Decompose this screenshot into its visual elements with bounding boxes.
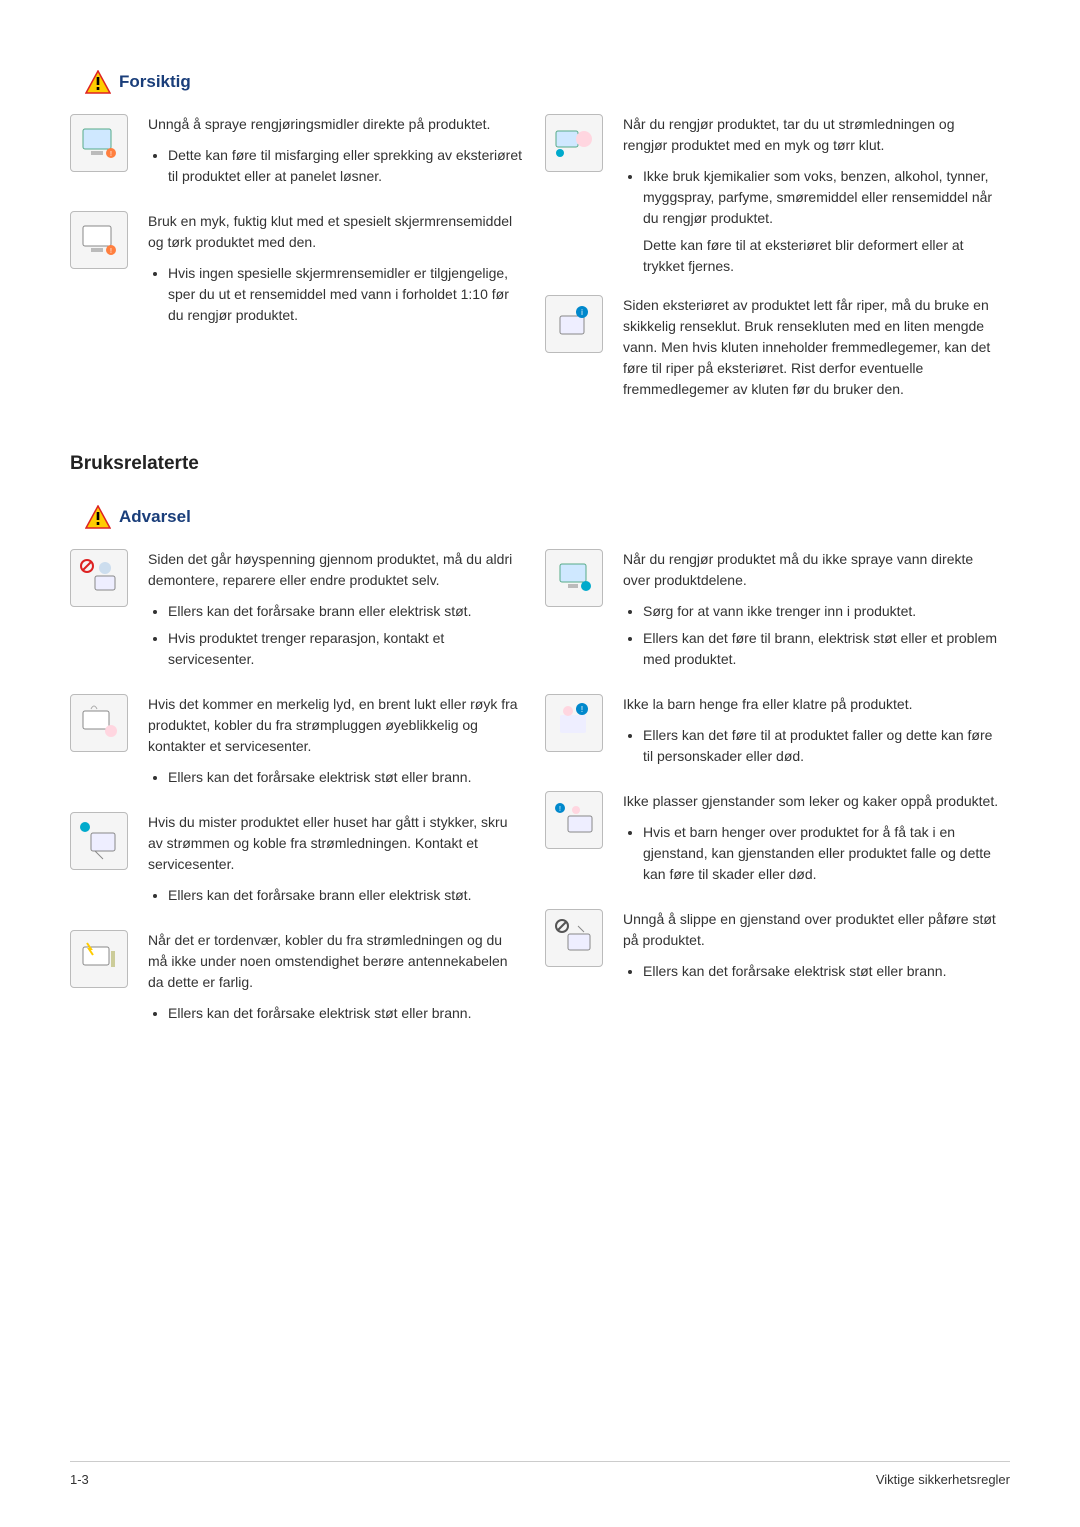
item-subnote: Dette kan føre til at eksteriøret blir d… <box>623 235 1000 277</box>
warning-header: Advarsel <box>85 505 1010 529</box>
svg-text:!: ! <box>110 151 112 158</box>
item-intro: Unngå å slippe en gjenstand over produkt… <box>623 909 1000 951</box>
warning-item: Når det er tordenvær, kobler du fra strø… <box>70 930 535 1030</box>
item-text: Ikke la barn henge fra eller klatre på p… <box>623 694 1010 773</box>
warning-label: Advarsel <box>119 507 191 527</box>
item-intro: Siden eksteriøret av produktet lett får … <box>623 295 1000 400</box>
item-bullet: Ellers kan det føre til at produktet fal… <box>643 725 1000 767</box>
caution-item: Når du rengjør produktet, tar du ut strø… <box>545 114 1010 277</box>
page-number: 1-3 <box>70 1472 89 1487</box>
item-bullet: Ellers kan det forårsake brann eller ele… <box>168 601 525 622</box>
warning-left-col: Siden det går høyspenning gjennom produk… <box>70 549 535 1048</box>
warning-item: Unngå å slippe en gjenstand over produkt… <box>545 909 1010 988</box>
caution-label: Forsiktig <box>119 72 191 92</box>
illustration-icon: ! <box>545 791 603 849</box>
svg-text:!: ! <box>559 806 561 813</box>
item-text: Ikke plasser gjenstander som leker og ka… <box>623 791 1010 891</box>
item-bullet: Ikke bruk kjemikalier som voks, benzen, … <box>643 166 1000 229</box>
caution-item: ! Unngå å spraye rengjøringsmidler direk… <box>70 114 535 193</box>
warning-triangle-icon <box>85 70 111 94</box>
warning-columns: Siden det går høyspenning gjennom produk… <box>70 549 1010 1048</box>
item-bullet: Ellers kan det forårsake brann eller ele… <box>168 885 525 906</box>
warning-right-col: Når du rengjør produktet må du ikke spra… <box>545 549 1010 1048</box>
warning-item: Hvis du mister produktet eller huset har… <box>70 812 535 912</box>
warning-item: Hvis det kommer en merkelig lyd, en bren… <box>70 694 535 794</box>
item-bullet: Sørg for at vann ikke trenger inn i prod… <box>643 601 1000 622</box>
item-intro: Når du rengjør produktet, tar du ut strø… <box>623 114 1000 156</box>
item-bullet: Hvis ingen spesielle skjermrensemidler e… <box>168 263 525 326</box>
item-bullet: Ellers kan det forårsake elektrisk støt … <box>168 1003 525 1024</box>
illustration-icon: ! <box>70 211 128 269</box>
caution-columns: ! Unngå å spraye rengjøringsmidler direk… <box>70 114 1010 428</box>
item-intro: Ikke plasser gjenstander som leker og ka… <box>623 791 1000 812</box>
item-bullet: Ellers kan det forårsake elektrisk støt … <box>643 961 1000 982</box>
item-intro: Bruk en myk, fuktig klut med et spesielt… <box>148 211 525 253</box>
caution-item: ! Bruk en myk, fuktig klut med et spesie… <box>70 211 535 332</box>
item-intro: Unngå å spraye rengjøringsmidler direkte… <box>148 114 525 135</box>
item-bullet: Hvis et barn henger over produktet for å… <box>643 822 1000 885</box>
item-text: Hvis du mister produktet eller huset har… <box>148 812 535 912</box>
warning-item: Når du rengjør produktet må du ikke spra… <box>545 549 1010 676</box>
item-intro: Når det er tordenvær, kobler du fra strø… <box>148 930 525 993</box>
item-intro: Ikke la barn henge fra eller klatre på p… <box>623 694 1000 715</box>
item-intro: Hvis du mister produktet eller huset har… <box>148 812 525 875</box>
illustration-icon <box>545 114 603 172</box>
item-text: Siden det går høyspenning gjennom produk… <box>148 549 535 676</box>
svg-text:i: i <box>581 308 583 317</box>
item-bullet: Ellers kan det forårsake elektrisk støt … <box>168 767 525 788</box>
item-bullet: Ellers kan det føre til brann, elektrisk… <box>643 628 1000 670</box>
item-text: Når du rengjør produktet må du ikke spra… <box>623 549 1010 676</box>
svg-text:!: ! <box>110 248 112 255</box>
caution-left-col: ! Unngå å spraye rengjøringsmidler direk… <box>70 114 535 428</box>
illustration-icon <box>70 549 128 607</box>
item-text: Siden eksteriøret av produktet lett får … <box>623 295 1010 410</box>
item-text: Hvis det kommer en merkelig lyd, en bren… <box>148 694 535 794</box>
section-title: Bruksrelaterte <box>70 453 1010 475</box>
item-intro: Når du rengjør produktet må du ikke spra… <box>623 549 1000 591</box>
warning-item: Siden det går høyspenning gjennom produk… <box>70 549 535 676</box>
item-text: Når det er tordenvær, kobler du fra strø… <box>148 930 535 1030</box>
illustration-icon: i <box>545 295 603 353</box>
warning-triangle-icon <box>85 505 111 529</box>
item-text: Unngå å slippe en gjenstand over produkt… <box>623 909 1010 988</box>
illustration-icon <box>545 549 603 607</box>
item-text: Unngå å spraye rengjøringsmidler direkte… <box>148 114 535 193</box>
item-intro: Siden det går høyspenning gjennom produk… <box>148 549 525 591</box>
illustration-icon: ! <box>70 114 128 172</box>
item-intro: Hvis det kommer en merkelig lyd, en bren… <box>148 694 525 757</box>
illustration-icon <box>70 694 128 752</box>
warning-item: ! Ikke la barn henge fra eller klatre på… <box>545 694 1010 773</box>
illustration-icon <box>70 812 128 870</box>
page-footer: 1-3 Viktige sikkerhetsregler <box>70 1461 1010 1487</box>
illustration-icon <box>70 930 128 988</box>
item-bullet: Dette kan føre til misfarging eller spre… <box>168 145 525 187</box>
item-text: Når du rengjør produktet, tar du ut strø… <box>623 114 1010 277</box>
caution-right-col: Når du rengjør produktet, tar du ut strø… <box>545 114 1010 428</box>
svg-text:!: ! <box>581 705 583 714</box>
item-bullet: Hvis produktet trenger reparasjon, konta… <box>168 628 525 670</box>
illustration-icon <box>545 909 603 967</box>
item-text: Bruk en myk, fuktig klut med et spesielt… <box>148 211 535 332</box>
warning-item: ! Ikke plasser gjenstander som leker og … <box>545 791 1010 891</box>
footer-title: Viktige sikkerhetsregler <box>876 1472 1010 1487</box>
illustration-icon: ! <box>545 694 603 752</box>
caution-item: i Siden eksteriøret av produktet lett få… <box>545 295 1010 410</box>
caution-header: Forsiktig <box>85 70 1010 94</box>
